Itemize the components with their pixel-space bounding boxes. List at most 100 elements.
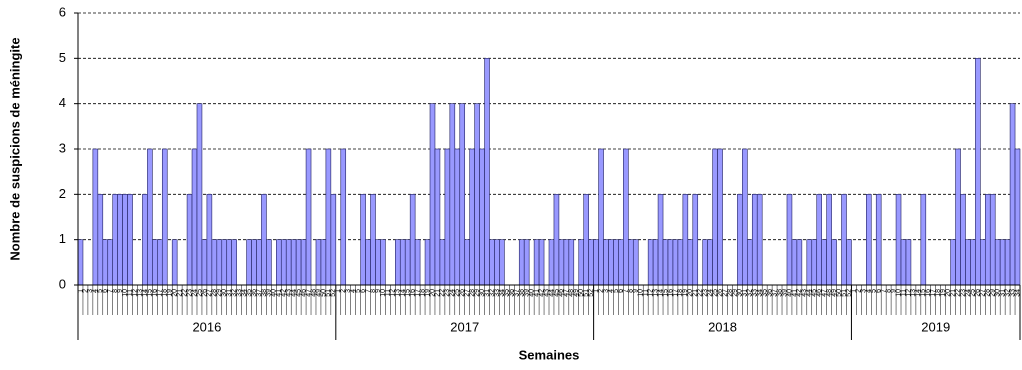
x-tick-label: 23 (186, 289, 193, 297)
x-tick-label: 9 (375, 289, 382, 293)
group-label: 2017 (450, 319, 479, 334)
x-tick-label: 15 (662, 289, 669, 297)
x-tick-label: 14 (657, 289, 664, 297)
x-tick-label: 46 (816, 289, 823, 297)
y-tick-label: 5 (59, 50, 66, 65)
x-tick-label: 21 (950, 289, 957, 297)
bar (756, 194, 763, 286)
x-tick-label: 7 (623, 289, 630, 293)
x-tick-label: 28 (469, 289, 476, 297)
bar (424, 239, 431, 286)
x-tick-label: 18 (935, 289, 942, 297)
x-tick-label: 33 (1009, 289, 1016, 297)
x-tick-label: 28 (985, 289, 992, 297)
y-tick-label: 4 (59, 95, 66, 110)
x-tick-label: 27 (464, 289, 471, 297)
bar (290, 239, 297, 286)
x-tick-label: 24 (191, 289, 198, 297)
bar (429, 103, 436, 286)
x-tick-label: 31 (999, 289, 1006, 297)
x-tick-label: 17 (157, 289, 164, 297)
bar (593, 239, 599, 286)
bar (414, 239, 421, 286)
bar (717, 148, 723, 286)
bar (285, 239, 292, 286)
bar (320, 239, 327, 286)
x-tick-label: 36 (251, 289, 258, 297)
x-tick-label: 48 (826, 289, 833, 297)
bar (226, 239, 232, 286)
x-tick-label: 7 (365, 289, 372, 293)
x-tick-label: 49 (831, 289, 838, 297)
bar (747, 239, 753, 286)
x-tick-label: 36 (509, 289, 516, 297)
x-tick-label: 21 (692, 289, 699, 297)
x-tick-label: 51 (325, 289, 332, 297)
x-tick-label: 41 (533, 289, 540, 297)
x-tick-label: 21 (434, 289, 441, 297)
x-tick-label: 12 (132, 289, 139, 297)
bar (816, 194, 822, 286)
bar (1014, 148, 1021, 286)
x-tick-label: 22 (697, 289, 704, 297)
bar (980, 239, 986, 286)
x-tick-label: 43 (286, 289, 293, 297)
bar (216, 239, 223, 286)
bar (92, 148, 99, 286)
x-tick-label: 46 (300, 289, 307, 297)
x-tick-label: 38 (776, 289, 783, 297)
bar (221, 239, 228, 286)
x-tick-label: 24 (707, 289, 714, 297)
bar (667, 239, 674, 286)
x-tick-label: 45 (811, 289, 818, 297)
x-tick-label: 29 (990, 289, 997, 297)
bar (989, 194, 996, 286)
x-tick-label: 22 (181, 289, 188, 297)
x-tick-label: 38 (519, 289, 526, 297)
x-tick-label: 4 (92, 289, 99, 293)
bar (97, 194, 104, 286)
x-tick-label: 12 (905, 289, 912, 297)
x-tick-label: 16 (667, 289, 674, 297)
x-tick-label: 19 (167, 289, 174, 297)
bar (499, 239, 505, 286)
x-tick-label: 4 (608, 289, 615, 293)
x-tick-label: 27 (206, 289, 213, 297)
bar (152, 239, 158, 286)
bar (846, 239, 852, 286)
x-tick-label: 52 (846, 289, 853, 297)
x-tick-label: 10 (380, 289, 387, 297)
bar (251, 239, 257, 286)
bar (107, 239, 114, 286)
bar (652, 239, 659, 286)
bar (439, 239, 446, 286)
x-tick-label: 25 (454, 289, 461, 297)
bar (409, 194, 416, 286)
bar (866, 194, 872, 286)
x-tick-label: 17 (414, 289, 421, 297)
bar (618, 239, 624, 286)
bar (632, 239, 639, 286)
x-tick-label: 5 (613, 289, 620, 293)
x-tick-label: 48 (568, 289, 575, 297)
bar (186, 194, 193, 286)
x-tick-label: 33 (752, 289, 759, 297)
x-tick-label: 14 (915, 289, 922, 297)
x-tick-label: 26 (201, 289, 208, 297)
x-tick-label: 3 (345, 289, 352, 293)
bar (231, 239, 237, 286)
bar (657, 194, 664, 286)
x-tick-label: 40 (528, 289, 535, 297)
group-label: 2018 (708, 319, 737, 334)
bar (751, 194, 758, 286)
x-tick-label: 11 (127, 289, 134, 296)
bar (975, 58, 981, 286)
x-tick-label: 29 (732, 289, 739, 297)
x-tick-label: 22 (955, 289, 962, 297)
x-tick-label: 20 (687, 289, 694, 297)
bar (127, 194, 133, 286)
x-tick-label: 20 (172, 289, 179, 297)
bar (157, 239, 163, 286)
bar (950, 239, 956, 286)
bar (360, 194, 366, 286)
